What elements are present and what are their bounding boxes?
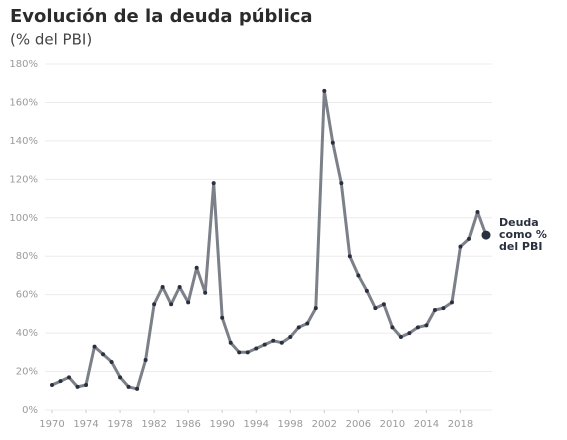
data-point bbox=[177, 284, 182, 289]
data-point bbox=[160, 284, 165, 289]
chart-title: Evolución de la deuda pública bbox=[10, 6, 313, 27]
y-tick-label: 20% bbox=[16, 367, 38, 378]
x-tick-label: 1986 bbox=[175, 419, 200, 430]
x-tick-label: 1982 bbox=[141, 419, 166, 430]
x-tick-label: 1994 bbox=[244, 419, 269, 430]
data-point bbox=[271, 338, 276, 343]
data-point bbox=[194, 265, 199, 270]
annotation: como % bbox=[499, 228, 547, 241]
data-point bbox=[322, 88, 327, 93]
data-point bbox=[101, 352, 106, 357]
data-point bbox=[58, 379, 63, 384]
y-tick-label: 140% bbox=[9, 136, 38, 147]
data-point bbox=[313, 306, 318, 311]
x-tick-label: 1974 bbox=[73, 419, 98, 430]
data-point bbox=[305, 321, 310, 326]
x-tick-label: 2018 bbox=[448, 419, 473, 430]
data-point bbox=[415, 325, 420, 330]
data-point bbox=[441, 306, 446, 311]
y-tick-label: 0% bbox=[22, 405, 38, 416]
data-point bbox=[75, 384, 80, 389]
x-tick-label: 1990 bbox=[209, 419, 234, 430]
data-point bbox=[373, 306, 378, 311]
data-point bbox=[262, 342, 267, 347]
y-tick-label: 60% bbox=[16, 290, 38, 301]
y-tick-label: 180% bbox=[9, 59, 38, 70]
y-tick-label: 40% bbox=[16, 328, 38, 339]
data-point bbox=[475, 210, 480, 215]
data-point bbox=[126, 384, 131, 389]
x-tick-label: 1970 bbox=[39, 419, 64, 430]
data-point bbox=[152, 302, 157, 307]
data-point bbox=[92, 344, 97, 349]
annotation: del PBI bbox=[499, 240, 542, 253]
data-point bbox=[254, 346, 259, 351]
data-point bbox=[279, 340, 284, 345]
chart-subtitle: (% del PBI) bbox=[10, 31, 92, 49]
y-tick-label: 80% bbox=[16, 251, 38, 262]
x-tick-label: 2006 bbox=[346, 419, 371, 430]
data-point bbox=[356, 273, 361, 278]
x-tick-label: 2010 bbox=[380, 419, 405, 430]
data-point bbox=[296, 325, 301, 330]
data-point bbox=[458, 244, 463, 249]
data-point bbox=[211, 181, 216, 186]
data-point bbox=[143, 358, 148, 363]
data-point bbox=[203, 290, 208, 295]
data-point bbox=[228, 340, 233, 345]
data-point bbox=[330, 140, 335, 145]
y-tick-label: 160% bbox=[9, 97, 38, 108]
data-point bbox=[347, 254, 352, 259]
annotation: Deuda bbox=[499, 216, 539, 229]
data-point bbox=[237, 350, 242, 355]
y-tick-label: 120% bbox=[9, 174, 38, 185]
data-point bbox=[84, 383, 89, 388]
y-tick-label: 100% bbox=[9, 213, 38, 224]
data-point bbox=[109, 359, 114, 364]
x-tick-label: 1978 bbox=[107, 419, 132, 430]
data-point bbox=[449, 300, 454, 305]
data-point bbox=[424, 323, 429, 328]
data-point bbox=[390, 325, 395, 330]
data-point bbox=[135, 386, 140, 391]
data-point bbox=[364, 288, 369, 293]
data-point bbox=[186, 300, 191, 305]
data-point bbox=[466, 236, 471, 241]
x-tick-label: 2002 bbox=[312, 419, 337, 430]
data-point bbox=[381, 302, 386, 307]
data-point bbox=[432, 308, 437, 313]
data-point bbox=[398, 334, 403, 339]
data-line bbox=[51, 89, 488, 391]
data-point bbox=[50, 383, 54, 388]
data-point bbox=[169, 302, 174, 307]
data-point bbox=[339, 181, 344, 186]
x-tick-label: 1998 bbox=[278, 419, 303, 430]
data-point bbox=[407, 331, 412, 336]
data-point bbox=[245, 350, 250, 355]
data-point bbox=[220, 315, 225, 320]
data-point bbox=[481, 230, 491, 240]
data-point bbox=[118, 375, 123, 380]
x-tick-label: 2014 bbox=[414, 419, 439, 430]
data-point bbox=[288, 334, 293, 339]
data-point bbox=[67, 375, 72, 380]
